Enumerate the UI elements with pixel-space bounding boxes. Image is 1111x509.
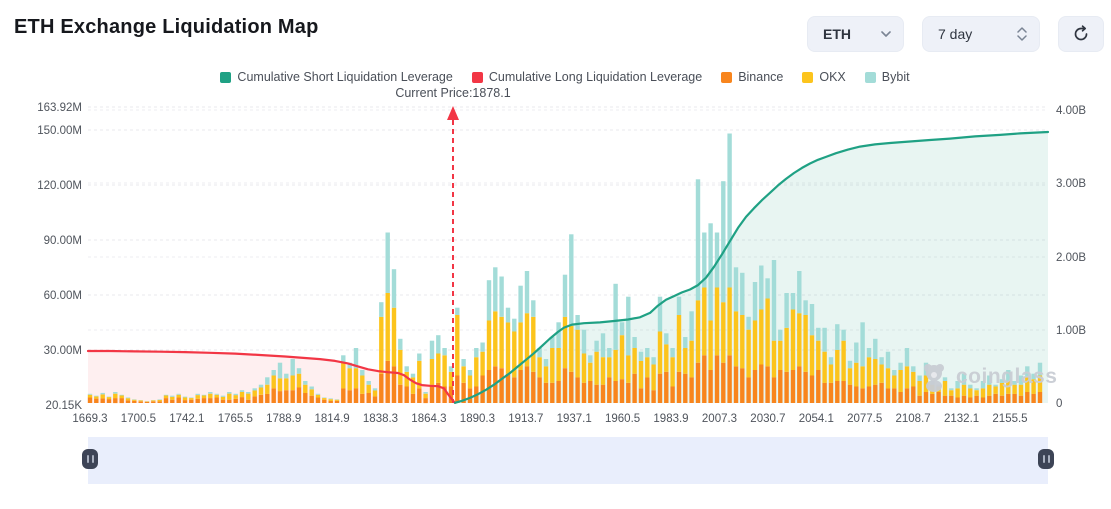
chart-legend: Cumulative Short Liquidation Leverage Cu… bbox=[90, 70, 1040, 84]
legend-label-okx: OKX bbox=[819, 70, 846, 84]
watermark-text: coinglass bbox=[956, 365, 1058, 388]
svg-text:1814.9: 1814.9 bbox=[315, 413, 350, 425]
svg-text:1960.5: 1960.5 bbox=[605, 413, 640, 425]
current-price-arrow-icon bbox=[447, 106, 459, 120]
svg-text:2155.5: 2155.5 bbox=[992, 413, 1027, 425]
svg-text:90.00M: 90.00M bbox=[44, 235, 82, 247]
svg-text:1838.3: 1838.3 bbox=[363, 413, 398, 425]
legend-swatch-binance bbox=[721, 71, 733, 83]
svg-text:2.00B: 2.00B bbox=[1056, 252, 1086, 264]
svg-text:1742.1: 1742.1 bbox=[169, 413, 204, 425]
svg-text:60.00M: 60.00M bbox=[44, 290, 82, 302]
svg-text:163.92M: 163.92M bbox=[37, 102, 82, 114]
svg-text:4.00B: 4.00B bbox=[1056, 105, 1086, 117]
svg-text:2007.3: 2007.3 bbox=[702, 413, 737, 425]
svg-text:1913.7: 1913.7 bbox=[508, 413, 543, 425]
cumulative-long-line bbox=[86, 349, 457, 404]
legend-item-cumulative-short[interactable]: Cumulative Short Liquidation Leverage bbox=[220, 70, 453, 84]
period-select[interactable]: 7 day bbox=[922, 16, 1040, 52]
coin-select[interactable]: ETH bbox=[807, 16, 904, 52]
refresh-button[interactable] bbox=[1058, 16, 1104, 52]
legend-item-cumulative-long[interactable]: Cumulative Long Liquidation Leverage bbox=[471, 70, 703, 84]
liquidation-chart[interactable]: 163.92M 150.00M 120.00M 90.00M 60.00M 30.00M 2… bbox=[0, 0, 1111, 435]
svg-text:1765.5: 1765.5 bbox=[218, 413, 253, 425]
svg-text:3.00B: 3.00B bbox=[1056, 178, 1086, 190]
legend-swatch-okx bbox=[802, 71, 814, 83]
axis-labels: 163.92M 150.00M 120.00M 90.00M 60.00M 30.00M 2… bbox=[37, 102, 1086, 425]
svg-text:2108.7: 2108.7 bbox=[896, 413, 931, 425]
current-price-label: Current Price:1878.1 bbox=[395, 86, 511, 100]
legend-label-long: Cumulative Long Liquidation Leverage bbox=[488, 70, 703, 84]
svg-text:1864.3: 1864.3 bbox=[411, 413, 446, 425]
svg-text:1890.3: 1890.3 bbox=[460, 413, 495, 425]
cumulative-short-line bbox=[453, 130, 1050, 404]
legend-swatch-bybit bbox=[864, 71, 876, 83]
svg-text:2030.7: 2030.7 bbox=[750, 413, 785, 425]
svg-text:1983.9: 1983.9 bbox=[653, 413, 688, 425]
coin-select-value: ETH bbox=[823, 26, 851, 42]
svg-text:150.00M: 150.00M bbox=[37, 125, 82, 137]
svg-text:0: 0 bbox=[1056, 398, 1062, 410]
svg-text:1669.3: 1669.3 bbox=[72, 413, 107, 425]
legend-item-okx[interactable]: OKX bbox=[802, 70, 846, 84]
svg-text:2077.5: 2077.5 bbox=[847, 413, 882, 425]
svg-text:20.15K: 20.15K bbox=[46, 400, 83, 412]
legend-label-binance: Binance bbox=[738, 70, 784, 84]
range-handle-left[interactable] bbox=[82, 449, 98, 469]
refresh-icon bbox=[1072, 25, 1090, 43]
svg-text:120.00M: 120.00M bbox=[37, 180, 82, 192]
svg-text:30.00M: 30.00M bbox=[44, 345, 82, 357]
legend-label-short: Cumulative Short Liquidation Leverage bbox=[237, 70, 453, 84]
coinglass-bear-icon bbox=[920, 362, 948, 392]
svg-text:2132.1: 2132.1 bbox=[944, 413, 979, 425]
range-handle-right[interactable] bbox=[1038, 449, 1054, 469]
spinner-up-down-icon bbox=[1017, 26, 1039, 42]
legend-swatch-long bbox=[471, 71, 483, 83]
legend-item-bybit[interactable]: Bybit bbox=[864, 70, 910, 84]
svg-text:1937.1: 1937.1 bbox=[557, 413, 592, 425]
svg-text:1.00B: 1.00B bbox=[1056, 325, 1086, 337]
gridlines bbox=[88, 106, 1048, 351]
legend-item-binance[interactable]: Binance bbox=[721, 70, 783, 84]
chevron-down-icon bbox=[881, 31, 903, 37]
period-select-value: 7 day bbox=[938, 26, 973, 42]
svg-text:1788.9: 1788.9 bbox=[266, 413, 301, 425]
page-title: ETH Exchange Liquidation Map bbox=[14, 16, 319, 38]
svg-text:1700.5: 1700.5 bbox=[121, 413, 156, 425]
legend-swatch-short bbox=[220, 71, 232, 83]
watermark: coinglass bbox=[920, 362, 1057, 392]
range-selector-track[interactable] bbox=[88, 437, 1048, 484]
legend-label-bybit: Bybit bbox=[881, 70, 910, 84]
svg-text:2054.1: 2054.1 bbox=[799, 413, 834, 425]
